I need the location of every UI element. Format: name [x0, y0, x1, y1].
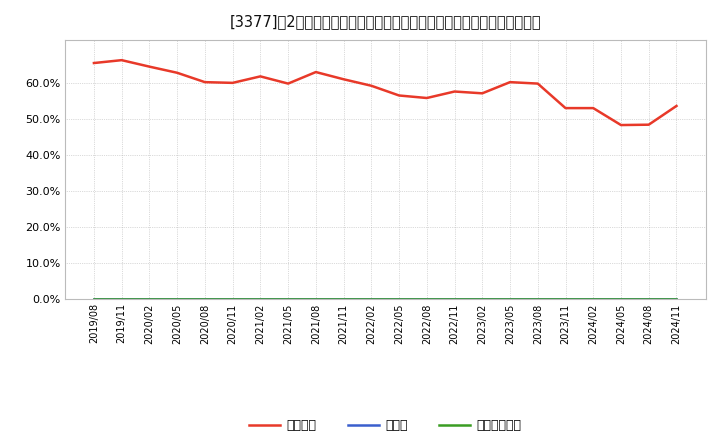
自己資本 [367, 83, 376, 88]
自己資本 [423, 95, 431, 101]
のれん [478, 297, 487, 302]
自己資本 [616, 122, 625, 128]
繰延税金資産 [201, 297, 210, 302]
自己資本 [505, 80, 514, 85]
自己資本 [589, 106, 598, 111]
繰延税金資産 [173, 297, 181, 302]
繰延税金資産 [89, 297, 98, 302]
自己資本 [312, 70, 320, 75]
のれん [145, 297, 154, 302]
のれん [450, 297, 459, 302]
自己資本 [561, 106, 570, 111]
繰延税金資産 [423, 297, 431, 302]
繰延税金資産 [395, 297, 403, 302]
Line: 自己資本: 自己資本 [94, 60, 677, 125]
のれん [423, 297, 431, 302]
繰延税金資産 [505, 297, 514, 302]
繰延税金資産 [672, 297, 681, 302]
繰延税金資産 [312, 297, 320, 302]
のれん [201, 297, 210, 302]
のれん [117, 297, 126, 302]
のれん [616, 297, 625, 302]
自己資本 [228, 80, 237, 85]
繰延税金資産 [228, 297, 237, 302]
自己資本 [644, 122, 653, 127]
繰延税金資産 [339, 297, 348, 302]
繰延税金資産 [256, 297, 265, 302]
自己資本 [117, 58, 126, 63]
繰延税金資産 [616, 297, 625, 302]
繰延税金資産 [145, 297, 154, 302]
のれん [644, 297, 653, 302]
自己資本 [256, 74, 265, 79]
Title: [3377]　2自己資本、のれん、繰延税金資産の総資産に対する比率の推移: [3377] 2自己資本、のれん、繰延税金資産の総資産に対する比率の推移 [230, 14, 541, 29]
自己資本 [201, 80, 210, 85]
のれん [589, 297, 598, 302]
自己資本 [145, 64, 154, 69]
繰延税金資産 [117, 297, 126, 302]
繰延税金資産 [450, 297, 459, 302]
自己資本 [395, 93, 403, 98]
のれん [534, 297, 542, 302]
自己資本 [450, 89, 459, 94]
繰延税金資産 [644, 297, 653, 302]
自己資本 [89, 60, 98, 66]
繰延税金資産 [534, 297, 542, 302]
Legend: 自己資本, のれん, 繰延税金資産: 自己資本, のれん, 繰延税金資産 [244, 414, 526, 437]
繰延税金資産 [478, 297, 487, 302]
自己資本 [339, 77, 348, 82]
のれん [284, 297, 292, 302]
繰延税金資産 [367, 297, 376, 302]
自己資本 [672, 103, 681, 109]
のれん [228, 297, 237, 302]
のれん [312, 297, 320, 302]
自己資本 [478, 91, 487, 96]
のれん [173, 297, 181, 302]
繰延税金資産 [589, 297, 598, 302]
のれん [672, 297, 681, 302]
繰延税金資産 [284, 297, 292, 302]
のれん [89, 297, 98, 302]
自己資本 [284, 81, 292, 86]
自己資本 [534, 81, 542, 86]
繰延税金資産 [561, 297, 570, 302]
のれん [395, 297, 403, 302]
のれん [256, 297, 265, 302]
のれん [367, 297, 376, 302]
のれん [339, 297, 348, 302]
のれん [561, 297, 570, 302]
自己資本 [173, 70, 181, 75]
のれん [505, 297, 514, 302]
